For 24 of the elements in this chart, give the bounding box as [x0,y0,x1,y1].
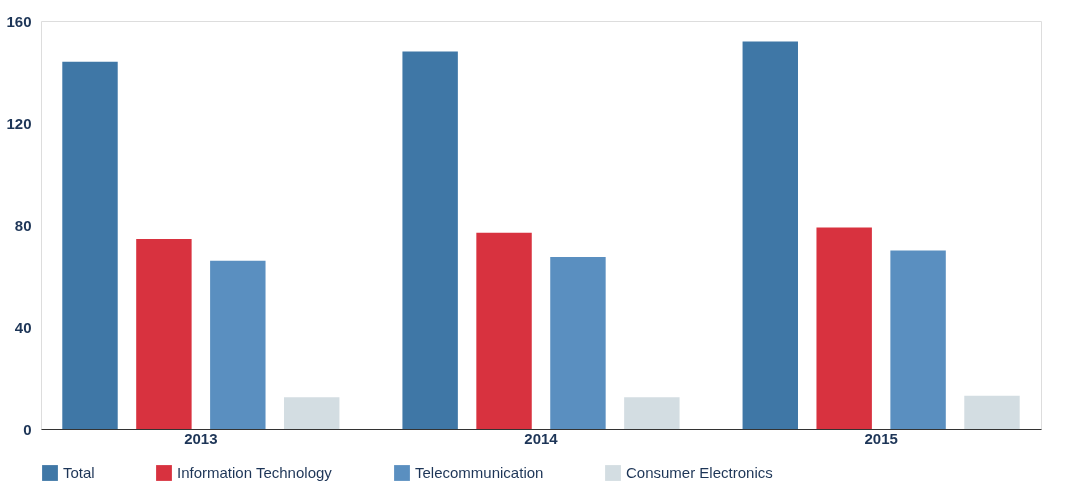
bar [402,51,458,429]
x-tick-label: 2015 [864,429,898,447]
bar [284,397,340,429]
bar [550,256,606,429]
y-tick-label: 80 [14,216,32,234]
bar [62,61,118,429]
legend-label: Total [63,464,95,481]
bar [476,232,532,429]
bar [890,250,946,429]
legend-label: Information Technology [177,464,333,481]
x-tick-label: 2013 [184,429,218,447]
y-tick-label: 0 [23,420,32,438]
bar [964,395,1020,429]
legend-label: Telecommunication [415,464,544,481]
bar [742,41,798,429]
bar [624,397,680,429]
y-tick-label: 120 [6,114,32,132]
bar [210,260,266,429]
y-tick-label: 160 [6,12,32,30]
y-tick-label: 40 [14,318,32,336]
x-tick-label: 2014 [524,429,559,447]
legend-label: Consumer Electronics [626,464,773,481]
bar [816,227,872,429]
bar [136,239,192,429]
